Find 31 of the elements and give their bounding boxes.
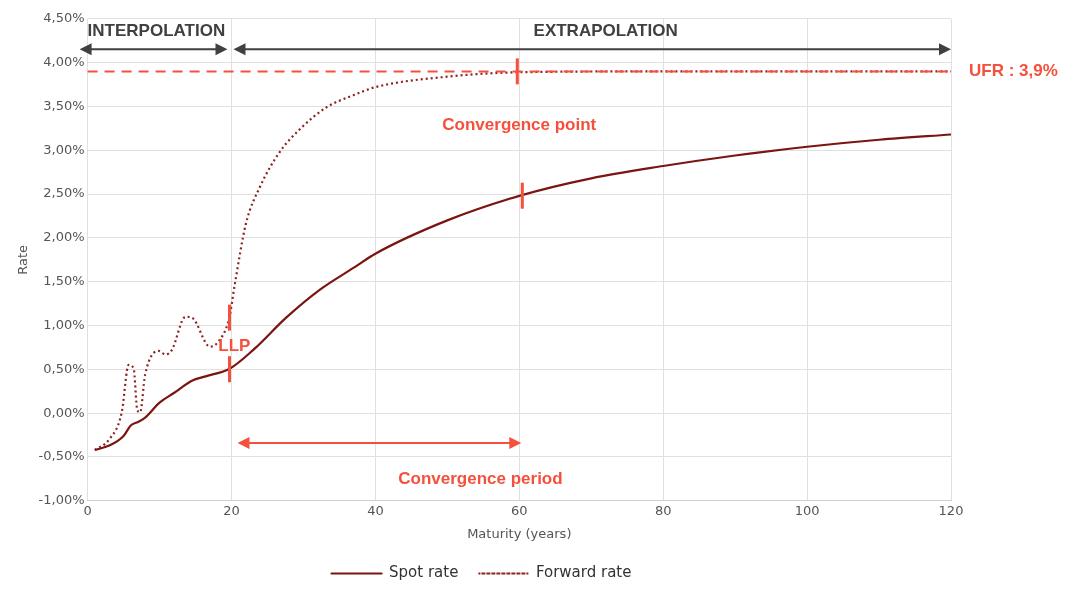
annotation: INTERPOLATION — [87, 20, 226, 40]
x-tick-label: 0 — [83, 502, 92, 518]
y-tick-label: 1,00% — [43, 316, 85, 332]
y-tick-label: -0,50% — [38, 448, 85, 464]
x-tick-label: 100 — [794, 502, 820, 518]
y-tick-label: 0,50% — [43, 360, 85, 376]
x-tick-label: 120 — [938, 502, 964, 518]
annotation: LLP — [218, 336, 251, 356]
x-tick-label: 40 — [367, 502, 384, 518]
y-tick-label: 1,50% — [43, 273, 85, 289]
annotation: Convergence period — [398, 468, 563, 488]
line-series — [93, 133, 951, 452]
x-tick-label: 20 — [223, 502, 240, 518]
y-tick-label: 3,00% — [43, 141, 85, 157]
x-tick-label: 60 — [511, 502, 528, 518]
y-tick-label: 4,50% — [43, 10, 85, 26]
y-tick-label: 2,00% — [43, 229, 85, 245]
y-tick-label: 0,00% — [43, 404, 85, 420]
x-axis-title: Maturity (years) — [467, 525, 572, 541]
line-series — [93, 70, 951, 452]
legend-label: Forward rate — [535, 563, 632, 582]
legend-label: Spot rate — [389, 563, 459, 582]
y-tick-label: 4,00% — [43, 53, 85, 69]
y-tick-label: -1,00% — [38, 492, 85, 508]
y-tick-label: 2,50% — [43, 185, 85, 201]
y-tick-label: 3,50% — [43, 97, 85, 113]
annotation: Convergence point — [442, 114, 597, 134]
x-tick-label: 80 — [654, 502, 672, 518]
y-axis-title: Rate — [15, 244, 31, 275]
ref-line-label: UFR : 3,9% — [969, 61, 1058, 81]
annotation: EXTRAPOLATION — [533, 20, 678, 40]
